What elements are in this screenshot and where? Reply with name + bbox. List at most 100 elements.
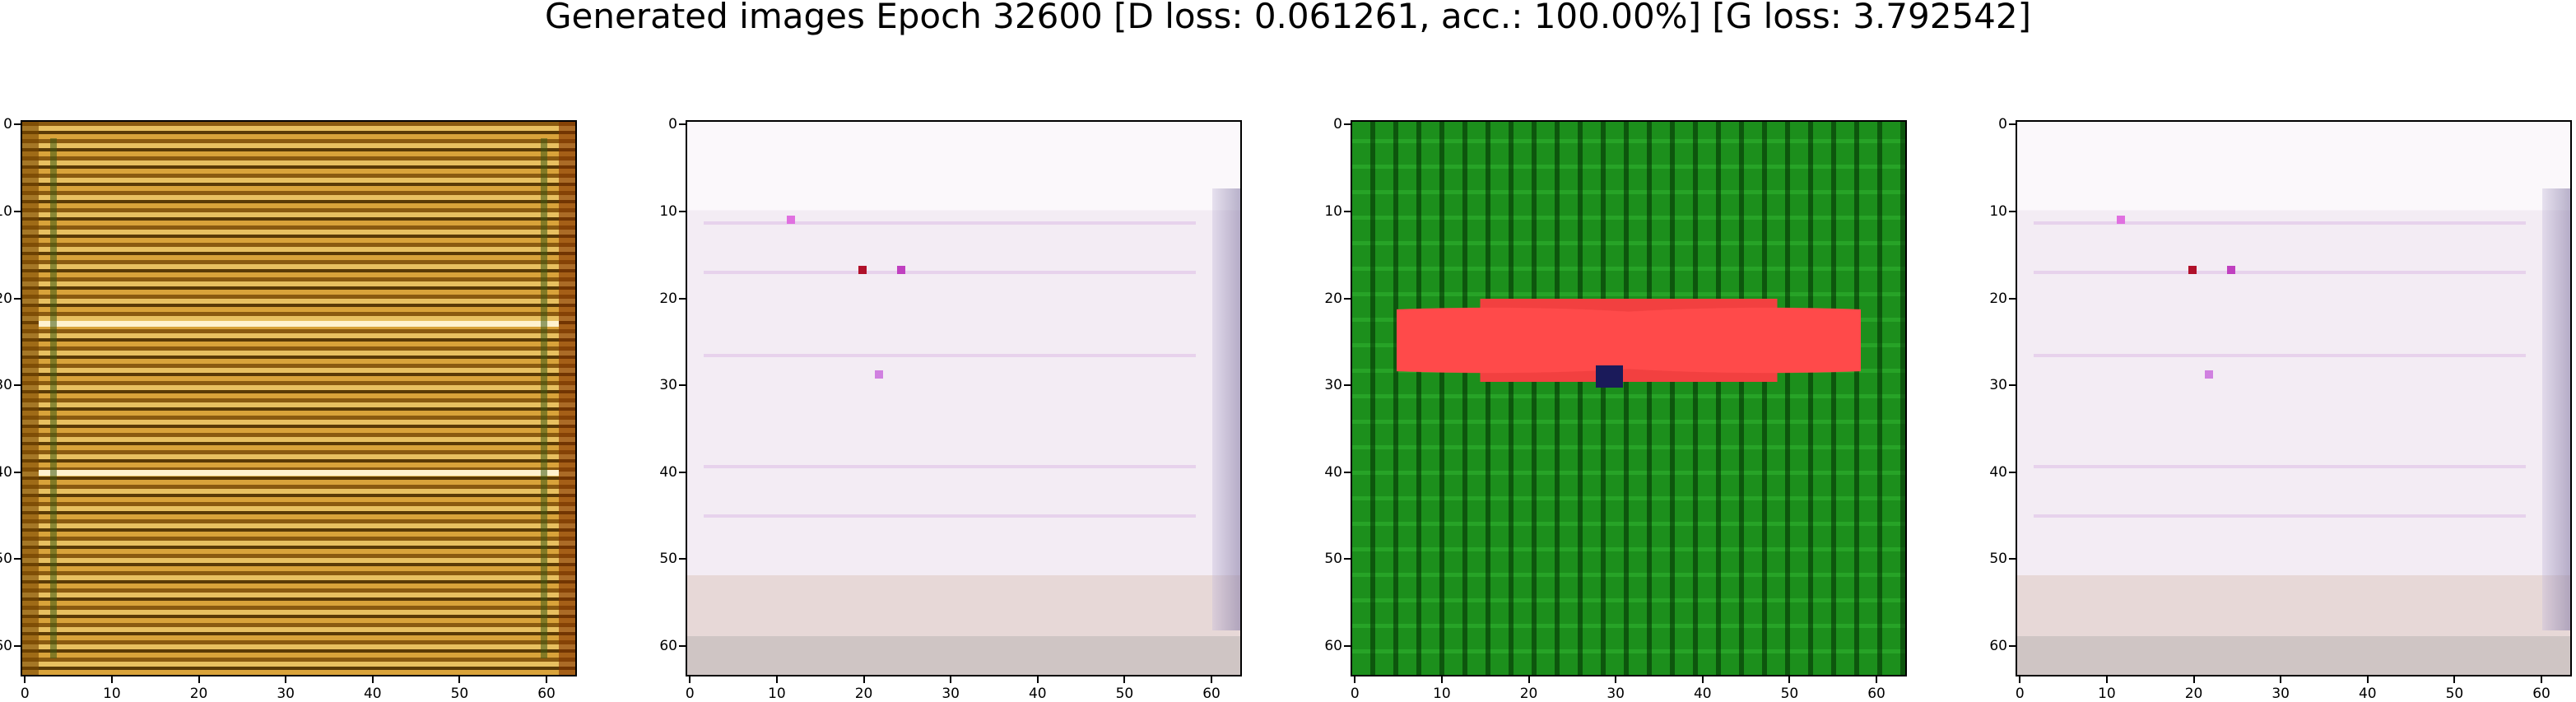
y-tick-mark <box>2009 645 2016 648</box>
x-tick-mark <box>458 676 461 683</box>
x-tick-mark <box>2019 676 2021 683</box>
x-tick-label: 60 <box>1202 686 1221 702</box>
x-tick-label: 10 <box>1433 686 1451 702</box>
x-tick-mark <box>2192 676 2195 683</box>
y-tick-mark <box>2009 210 2016 212</box>
x-tick-mark <box>1123 676 1126 683</box>
image-panel-4: 0 10 20 30 40 50 60 0 10 20 30 40 50 60 <box>1989 118 2572 701</box>
y-tick-label: 40 <box>1989 463 2007 481</box>
y-tick-mark <box>679 384 686 387</box>
image-panel-2: 0 10 20 30 40 50 60 0 10 20 30 40 50 60 <box>659 118 1242 701</box>
y-tick-mark <box>2009 297 2016 300</box>
x-tick-mark <box>1527 676 1530 683</box>
y-tick-label: 0 <box>1333 116 1342 133</box>
y-tick-label: 60 <box>1324 638 1342 655</box>
x-tick-label: 0 <box>1350 686 1360 702</box>
y-tick-label: 60 <box>659 638 677 655</box>
x-tick-label: 10 <box>768 686 786 702</box>
y-tick-label: 50 <box>659 551 677 568</box>
image-panel-3: 0 10 20 30 40 50 60 0 10 20 30 40 50 60 <box>1324 118 1907 701</box>
x-tick-mark <box>2453 676 2456 683</box>
y-tick-mark <box>1344 645 1351 648</box>
y-tick-label: 50 <box>1989 551 2007 568</box>
y-tick-label: 0 <box>668 116 677 133</box>
x-tick-mark <box>1211 676 1213 683</box>
y-tick-label: 10 <box>1989 202 2007 220</box>
x-tick-mark <box>1354 676 1356 683</box>
x-tick-mark <box>198 676 200 683</box>
y-tick-label: 30 <box>1324 377 1342 394</box>
x-tick-label: 10 <box>103 686 121 702</box>
x-tick-mark <box>2280 676 2282 683</box>
y-tick-mark <box>14 471 21 473</box>
x-tick-label: 20 <box>189 686 208 702</box>
y-tick-label: 50 <box>0 551 12 568</box>
y-tick-mark <box>14 558 21 560</box>
x-tick-mark <box>371 676 374 683</box>
y-tick-label: 20 <box>1989 290 2007 307</box>
x-tick-mark <box>1615 676 1617 683</box>
x-tick-label: 40 <box>2358 686 2377 702</box>
y-tick-mark <box>1344 123 1351 126</box>
y-tick-label: 30 <box>659 377 677 394</box>
x-tick-label: 30 <box>2271 686 2290 702</box>
y-tick-mark <box>14 123 21 126</box>
x-tick-mark <box>1036 676 1039 683</box>
y-tick-label: 10 <box>1324 202 1342 220</box>
y-tick-label: 10 <box>659 202 677 220</box>
x-tick-mark <box>1876 676 1878 683</box>
x-tick-mark <box>689 676 691 683</box>
y-tick-label: 20 <box>1324 290 1342 307</box>
y-tick-label: 30 <box>0 377 12 394</box>
y-tick-mark <box>679 123 686 126</box>
x-tick-label: 0 <box>685 686 695 702</box>
generated-image-1 <box>21 120 577 676</box>
y-tick-mark <box>679 645 686 648</box>
y-tick-label: 40 <box>659 463 677 481</box>
x-tick-mark <box>24 676 26 683</box>
y-tick-label: 20 <box>0 290 12 307</box>
x-tick-label: 0 <box>2015 686 2025 702</box>
x-tick-label: 60 <box>537 686 556 702</box>
y-tick-mark <box>1344 558 1351 560</box>
y-tick-mark <box>679 210 686 212</box>
x-tick-label: 50 <box>1115 686 1134 702</box>
y-tick-mark <box>679 558 686 560</box>
y-tick-mark <box>1344 471 1351 473</box>
y-tick-mark <box>1344 210 1351 212</box>
generated-image-3 <box>1351 120 1907 676</box>
x-tick-label: 40 <box>363 686 382 702</box>
x-tick-mark <box>950 676 952 683</box>
x-tick-mark <box>1701 676 1704 683</box>
generated-image-2 <box>686 120 1242 676</box>
x-tick-label: 40 <box>1028 686 1047 702</box>
x-tick-label: 20 <box>854 686 873 702</box>
x-tick-mark <box>2105 676 2108 683</box>
y-tick-label: 50 <box>1324 551 1342 568</box>
x-tick-label: 50 <box>1780 686 1799 702</box>
y-tick-mark <box>2009 123 2016 126</box>
y-tick-mark <box>14 645 21 648</box>
y-tick-label: 0 <box>3 116 12 133</box>
y-tick-label: 60 <box>0 638 12 655</box>
y-tick-label: 60 <box>1989 638 2007 655</box>
y-tick-mark <box>2009 558 2016 560</box>
x-tick-mark <box>775 676 778 683</box>
x-tick-mark <box>546 676 548 683</box>
x-tick-mark <box>285 676 287 683</box>
x-tick-label: 10 <box>2098 686 2116 702</box>
figure-title: Generated images Epoch 32600 [D loss: 0.… <box>544 0 2032 36</box>
generated-image-4 <box>2016 120 2572 676</box>
y-tick-label: 10 <box>0 202 12 220</box>
x-tick-mark <box>863 676 865 683</box>
x-tick-label: 30 <box>277 686 295 702</box>
y-tick-label: 0 <box>1998 116 2007 133</box>
y-tick-mark <box>14 210 21 212</box>
x-tick-label: 0 <box>20 686 30 702</box>
x-tick-mark <box>110 676 113 683</box>
x-tick-label: 20 <box>1519 686 1538 702</box>
y-tick-label: 20 <box>659 290 677 307</box>
x-tick-label: 30 <box>942 686 960 702</box>
x-tick-label: 20 <box>2184 686 2203 702</box>
y-tick-mark <box>679 471 686 473</box>
